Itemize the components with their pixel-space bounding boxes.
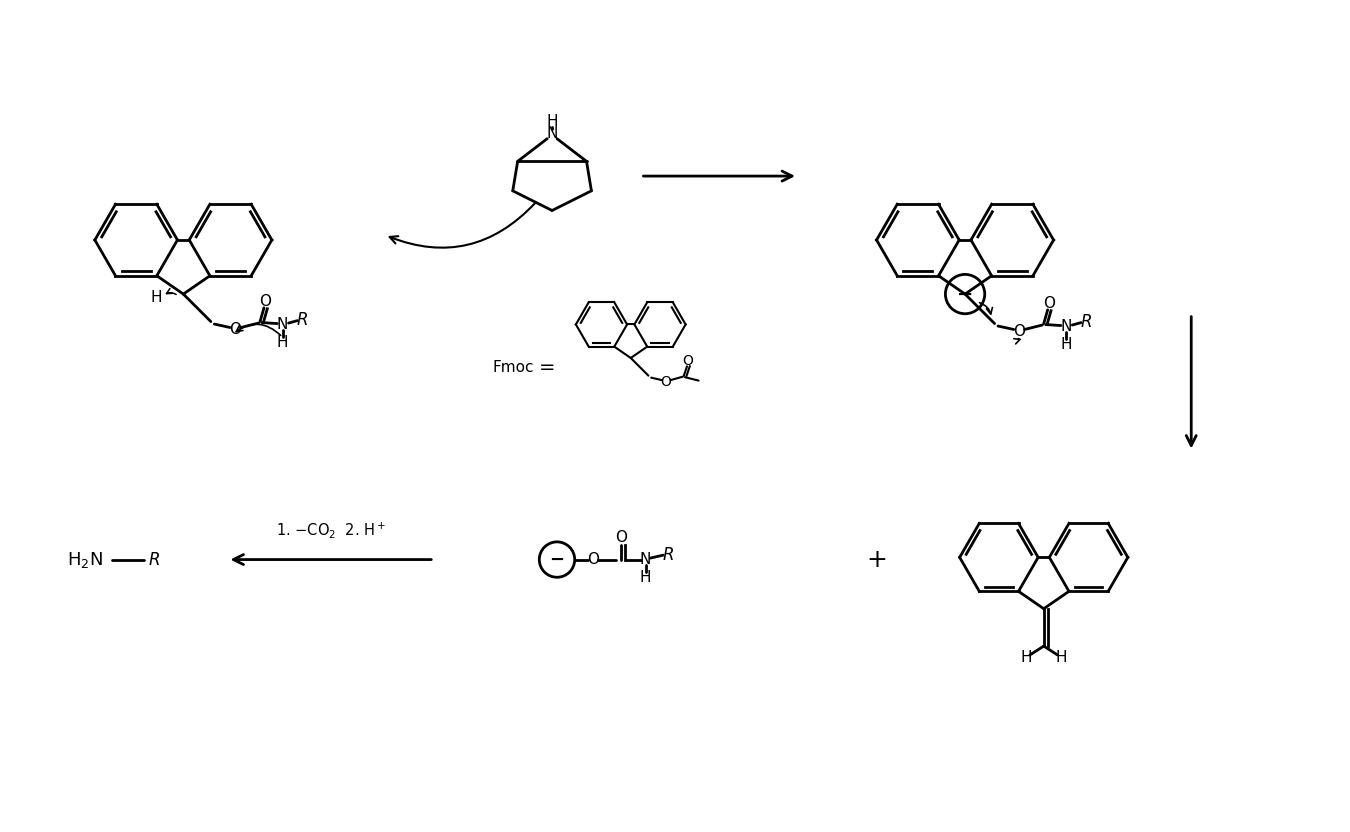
Text: O: O xyxy=(1042,296,1054,311)
Text: H: H xyxy=(640,570,651,585)
Text: H: H xyxy=(1056,651,1068,666)
Text: =: = xyxy=(539,359,555,378)
Text: H: H xyxy=(1061,337,1072,352)
Text: H: H xyxy=(1021,651,1031,666)
Text: N: N xyxy=(547,126,558,141)
Text: N: N xyxy=(277,317,289,332)
Text: R: R xyxy=(663,546,674,563)
Text: O: O xyxy=(660,374,671,389)
Text: R: R xyxy=(1080,313,1092,330)
Text: +: + xyxy=(867,547,887,572)
Text: O: O xyxy=(259,295,271,310)
Text: R: R xyxy=(148,551,159,568)
Text: O: O xyxy=(614,531,626,546)
Text: −: − xyxy=(549,551,564,568)
Text: N: N xyxy=(640,552,651,567)
Text: H: H xyxy=(150,290,162,305)
Text: 1. $-$CO$_2$  2. H$^+$: 1. $-$CO$_2$ 2. H$^+$ xyxy=(275,520,386,540)
Text: −: − xyxy=(957,285,973,304)
Text: R: R xyxy=(297,310,308,329)
Text: O: O xyxy=(1012,324,1025,339)
Text: O: O xyxy=(682,354,693,368)
Text: Fmoc: Fmoc xyxy=(491,360,533,375)
Text: H: H xyxy=(277,334,289,349)
Text: O: O xyxy=(230,322,242,337)
Text: H: H xyxy=(547,115,558,130)
Text: N: N xyxy=(1061,319,1072,334)
Text: H$_2$N: H$_2$N xyxy=(68,550,103,570)
Text: O: O xyxy=(587,552,599,567)
